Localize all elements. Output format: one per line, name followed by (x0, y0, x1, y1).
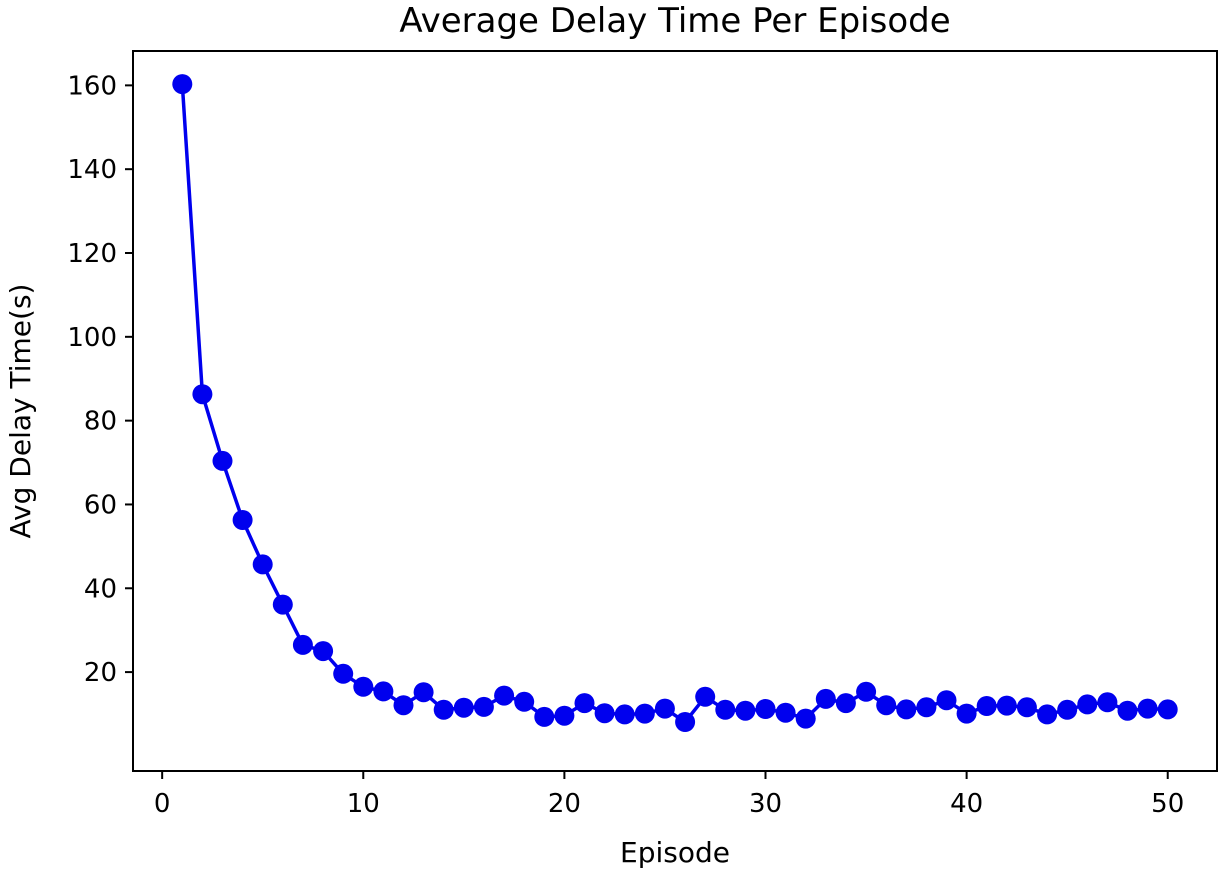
data-point (795, 708, 816, 729)
data-point (976, 696, 997, 716)
data-point (473, 696, 494, 717)
data-point (634, 703, 655, 724)
x-tick-label: 20 (548, 789, 581, 819)
data-point (815, 688, 836, 709)
y-tick-label: 20 (84, 658, 117, 688)
plot-frame (132, 50, 1218, 772)
data-point (594, 703, 615, 724)
data-point (413, 682, 434, 703)
data-point (554, 705, 575, 726)
data-point (1077, 694, 1098, 715)
series-line (180, 83, 1168, 724)
data-point (353, 676, 374, 697)
x-axis: 0 10 20 30 40 50 (154, 771, 1184, 819)
data-point (272, 594, 293, 615)
data-point (252, 554, 273, 575)
data-point (936, 690, 957, 711)
y-tick-label: 100 (67, 323, 117, 353)
data-point (675, 712, 696, 732)
data-point (292, 634, 313, 655)
data-point (494, 685, 515, 706)
data-point (514, 691, 535, 712)
x-axis-label: Episode (620, 836, 730, 869)
x-tick-label: 30 (749, 789, 782, 819)
data-point (715, 699, 736, 720)
data-point (654, 698, 675, 719)
data-point (896, 699, 917, 720)
data-point (534, 706, 555, 727)
data-point (876, 695, 897, 716)
data-point (313, 641, 334, 662)
y-tick-label: 140 (67, 155, 117, 185)
x-tick-label: 0 (154, 789, 171, 819)
plot-area (172, 74, 1178, 732)
data-point (956, 703, 977, 724)
y-tick-label: 120 (67, 239, 117, 269)
data-point (614, 704, 635, 725)
x-tick-label: 50 (1151, 789, 1184, 819)
y-tick-label: 160 (67, 71, 117, 101)
data-point (916, 697, 937, 718)
data-point (393, 695, 414, 716)
data-point (1117, 700, 1138, 721)
data-point (695, 686, 716, 707)
data-point (835, 693, 856, 714)
y-tick-label: 80 (84, 407, 117, 437)
data-point (192, 384, 213, 405)
data-point (1137, 698, 1158, 719)
y-tick-label: 60 (84, 490, 117, 520)
data-point (1016, 697, 1037, 718)
data-point (172, 74, 193, 95)
data-point (996, 695, 1017, 716)
data-point (453, 697, 474, 718)
data-point (232, 510, 253, 530)
data-point (333, 663, 354, 684)
chart-title: Average Delay Time Per Episode (399, 1, 950, 41)
data-point (755, 699, 776, 719)
x-tick-label: 10 (347, 789, 380, 819)
y-tick-label: 40 (84, 574, 117, 604)
data-point (373, 681, 394, 702)
data-point (1157, 699, 1178, 720)
y-axis: 20 40 60 80 100 120 140 160 (67, 71, 133, 688)
x-tick-label: 40 (950, 789, 983, 819)
data-point (433, 699, 454, 720)
data-point (856, 681, 877, 702)
data-point (1037, 704, 1058, 725)
data-point (212, 450, 233, 471)
data-point (735, 700, 756, 721)
data-point (775, 702, 796, 723)
data-point (574, 693, 595, 714)
data-point (1057, 699, 1078, 720)
data-point (1097, 692, 1118, 713)
y-axis-label: Avg Delay Time(s) (4, 284, 37, 539)
